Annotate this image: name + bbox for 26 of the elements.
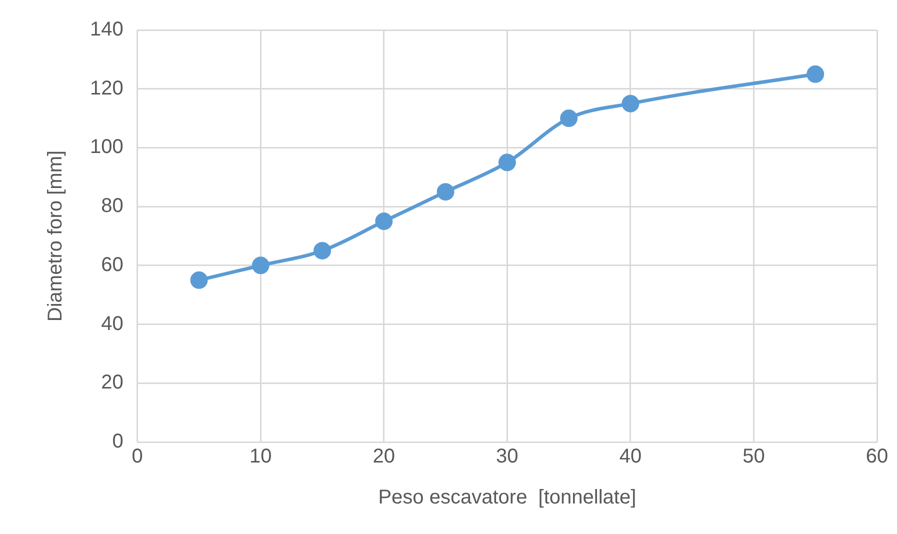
x-tick-label: 10	[250, 446, 272, 468]
x-tick-label: 0	[132, 446, 143, 468]
x-tick-label: 60	[866, 446, 888, 468]
point	[436, 183, 454, 201]
y-tick-label: 140	[90, 18, 124, 41]
x-tick-label: 30	[496, 446, 518, 468]
y-tick-label: 120	[90, 77, 124, 100]
point	[498, 154, 516, 172]
y-tick-label: 80	[101, 195, 124, 218]
x-tick-label: 50	[742, 446, 765, 468]
y-tick-label: 20	[101, 372, 124, 394]
point	[806, 65, 824, 83]
x-tick-label: 20	[372, 446, 396, 468]
y-tick-label: 40	[101, 312, 124, 335]
y-axis-title: Diametro foro [mm]	[44, 150, 67, 322]
x-tick-label: 40	[619, 446, 642, 468]
x-axis-title: Peso escavatore [tonnellate]	[378, 486, 636, 509]
point	[375, 212, 393, 230]
y-tick-label: 0	[112, 430, 124, 453]
point	[252, 256, 270, 274]
y-tick-label: 100	[90, 136, 124, 158]
point	[622, 94, 640, 112]
point	[190, 271, 208, 289]
point	[560, 110, 578, 128]
y-tick-label: 60	[101, 254, 124, 276]
point	[314, 242, 332, 260]
